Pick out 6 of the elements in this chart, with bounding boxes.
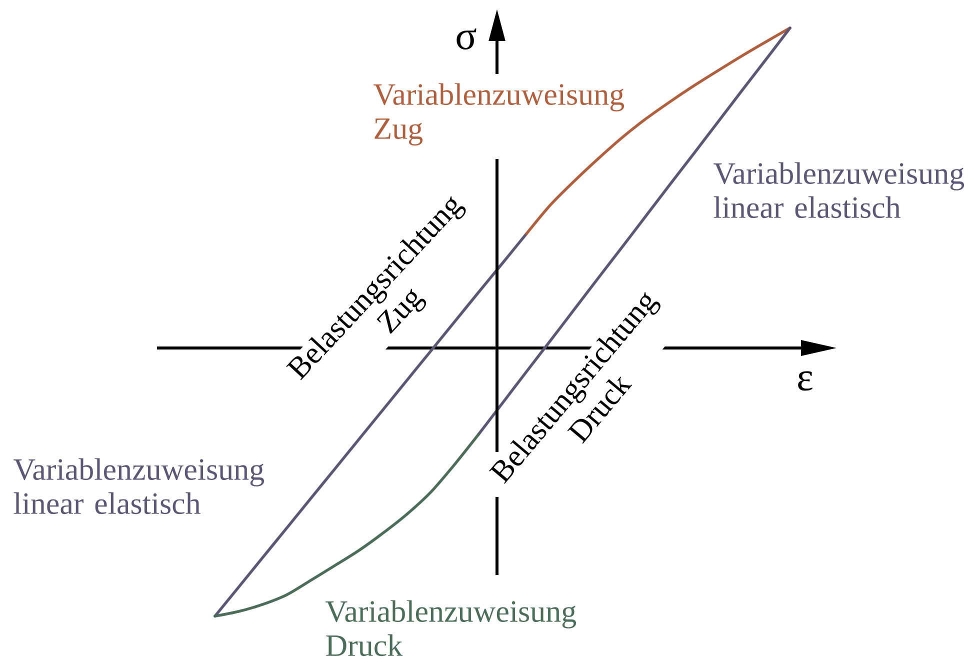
series-label: Variablenzuweisung linear elastisch xyxy=(714,162,964,218)
series-label: Variablenzuweisung Zug xyxy=(374,83,624,146)
series-label: Variablenzuweisung linear elastisch xyxy=(14,458,264,514)
y-axis-title: σ xyxy=(456,28,476,50)
series-label: Variablenzuweisung Druck xyxy=(326,600,576,656)
x-axis-title: ε xyxy=(798,371,812,391)
